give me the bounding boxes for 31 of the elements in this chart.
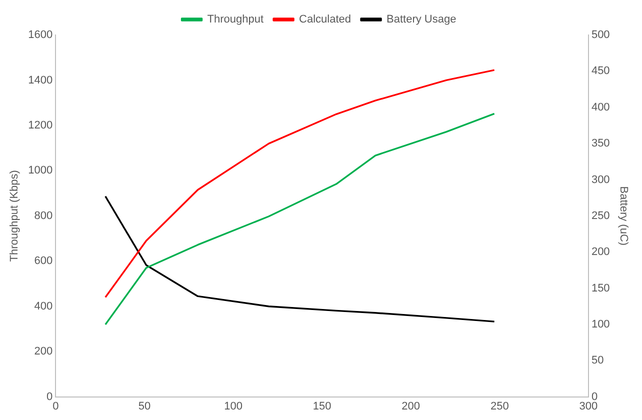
- y-tick-label: 400: [34, 300, 53, 312]
- y-tick-label: 200: [34, 346, 53, 358]
- legend-label: Battery Usage: [386, 14, 456, 26]
- y-tick-label: 1000: [28, 164, 53, 177]
- x-tick-label: 200: [402, 400, 420, 412]
- y-tick-label: 0: [46, 390, 53, 403]
- y2-tick-label: 150: [591, 282, 610, 294]
- y2-tick-label: 200: [591, 246, 610, 258]
- y2-tick-label: 500: [591, 29, 610, 42]
- y-tick-label: 1200: [28, 119, 53, 132]
- y2-tick-label: 350: [591, 138, 610, 150]
- x-tick-label: 50: [138, 400, 151, 412]
- y2-tick-label: 250: [591, 210, 610, 222]
- x-tick-label: 150: [312, 400, 332, 412]
- y-tick-label: 800: [34, 210, 53, 222]
- x-tick-label: 100: [224, 400, 242, 412]
- y2-tick-label: 400: [591, 101, 610, 114]
- y2-tick-label: 450: [591, 65, 610, 78]
- x-tick-label: 300: [579, 400, 598, 412]
- legend-label: Calculated: [299, 14, 352, 26]
- y-axis-title: Throughput (Kbps): [8, 170, 21, 262]
- y2-tick-label: 0: [591, 390, 598, 403]
- y-tick-label: 1600: [28, 29, 53, 42]
- legend-label: Throughput: [207, 14, 264, 26]
- y-tick-label: 600: [34, 255, 53, 268]
- y2-tick-label: 100: [591, 318, 610, 330]
- y2-tick-label: 50: [591, 354, 604, 367]
- y2-axis-title: Battery (uC): [617, 186, 630, 246]
- x-tick-label: 250: [490, 400, 509, 412]
- y-tick-label: 1400: [28, 74, 53, 86]
- y2-tick-label: 300: [591, 174, 610, 186]
